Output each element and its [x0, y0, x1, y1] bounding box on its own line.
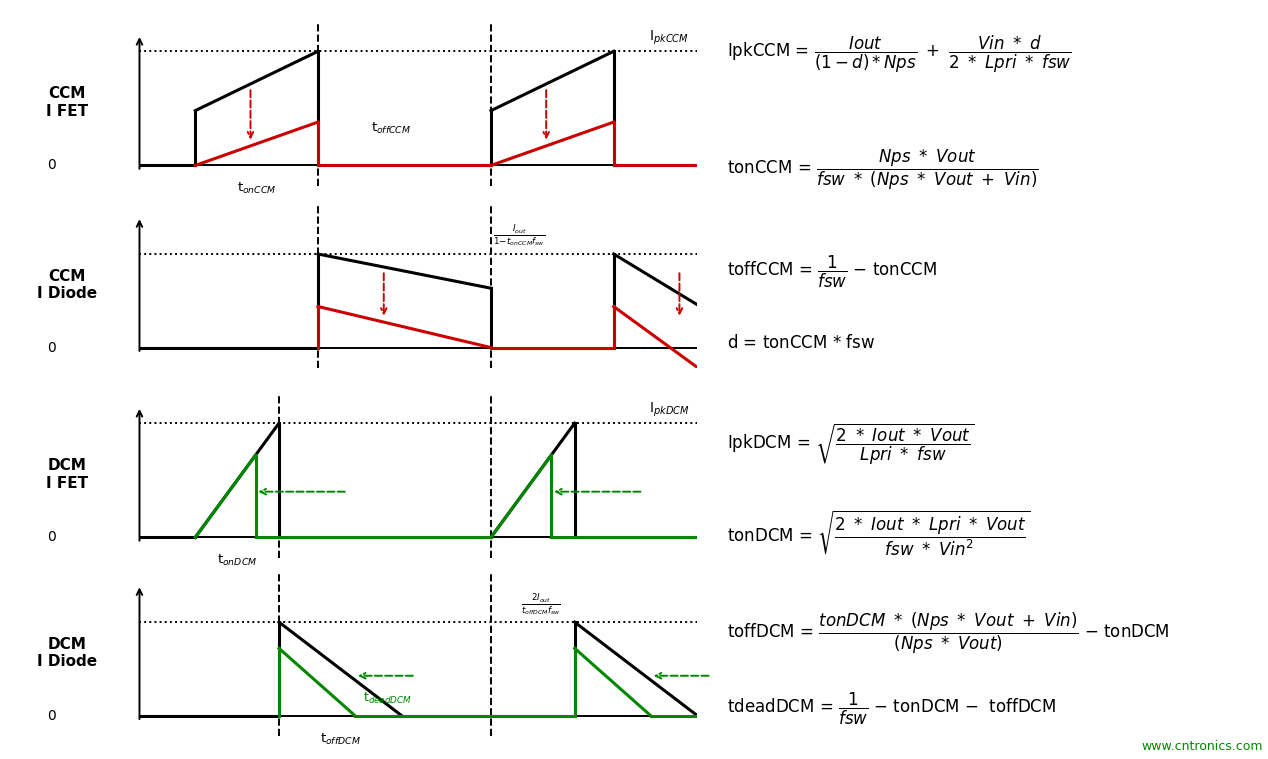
Text: toffDCM = $\dfrac{tonDCM\ *\ (Nps\ *\ Vout\ +\ Vin)}{(Nps\ *\ Vout)}$ $-$ tonDCM: toffDCM = $\dfrac{tonDCM\ *\ (Nps\ *\ Vo… — [728, 611, 1170, 657]
Text: IpkCCM = $\dfrac{Iout}{(1-d)*Nps}\ +\ \dfrac{Vin\ *\ d}{2\ *\ Lpri\ *\ fsw}$: IpkCCM = $\dfrac{Iout}{(1-d)*Nps}\ +\ \d… — [728, 34, 1071, 75]
Text: toffCCM = $\dfrac{1}{fsw}$ $-$ tonCCM: toffCCM = $\dfrac{1}{fsw}$ $-$ tonCCM — [728, 254, 938, 291]
Text: I$_{pkDCM}$: I$_{pkDCM}$ — [649, 400, 689, 419]
Text: 0: 0 — [47, 159, 56, 172]
Text: www.cntronics.com: www.cntronics.com — [1141, 740, 1263, 753]
Text: 0: 0 — [47, 531, 56, 544]
Text: CCM
I Diode: CCM I Diode — [37, 269, 98, 301]
Text: DCM
I FET: DCM I FET — [46, 458, 87, 491]
Text: t$_{offCCM}$: t$_{offCCM}$ — [370, 121, 411, 137]
Text: DCM
I Diode: DCM I Diode — [37, 637, 98, 669]
Text: t$_{onDCM}$: t$_{onDCM}$ — [217, 553, 257, 568]
Text: tonCCM = $\dfrac{Nps\ *\ Vout}{fsw\ *\ (Nps\ *\ Vout\ +\ Vin)}$: tonCCM = $\dfrac{Nps\ *\ Vout}{fsw\ *\ (… — [728, 148, 1038, 192]
Text: IpkDCM = $\sqrt{\dfrac{2\ *\ Iout\ *\ Vout}{Lpri\ *\ fsw}}$: IpkDCM = $\sqrt{\dfrac{2\ *\ Iout\ *\ Vo… — [728, 421, 975, 467]
Text: $\frac{I_{out}}{1\!-\!t_{onCCM}f_{sw}}$: $\frac{I_{out}}{1\!-\!t_{onCCM}f_{sw}}$ — [493, 224, 545, 250]
Text: 0: 0 — [47, 709, 56, 723]
Text: t$_{deadDCM}$: t$_{deadDCM}$ — [364, 691, 412, 706]
Text: CCM
I FET: CCM I FET — [46, 87, 87, 119]
Text: tonDCM = $\sqrt{\dfrac{2\ *\ Iout\ *\ Lpri\ *\ Vout}{fsw\ *\ Vin^2}}$: tonDCM = $\sqrt{\dfrac{2\ *\ Iout\ *\ Lp… — [728, 509, 1031, 558]
Text: t$_{onCCM}$: t$_{onCCM}$ — [237, 181, 276, 197]
Text: tdeadDCM = $\dfrac{1}{fsw}$ $-$ tonDCM $-$  toffDCM: tdeadDCM = $\dfrac{1}{fsw}$ $-$ tonDCM $… — [728, 691, 1056, 727]
Text: 0: 0 — [47, 341, 56, 354]
Text: d = tonCCM $*$ fsw: d = tonCCM $*$ fsw — [728, 334, 876, 352]
Text: I$_{pkCCM}$: I$_{pkCCM}$ — [649, 28, 689, 47]
Text: t$_{offDCM}$: t$_{offDCM}$ — [320, 732, 361, 747]
Text: $\frac{2I_{out}}{t_{offDCM}f_{sw}}$: $\frac{2I_{out}}{t_{offDCM}f_{sw}}$ — [521, 592, 560, 618]
